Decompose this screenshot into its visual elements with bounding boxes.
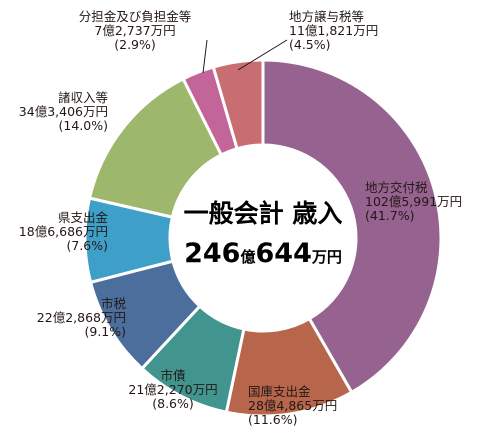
slice-label-地方譲与税等: 地方譲与税等 11億1,821万円(4.5%)	[289, 9, 378, 52]
slice-name: 地方譲与税等	[289, 9, 364, 24]
slice-name: 分担金及び負担金等	[79, 9, 192, 24]
slice-name: 地方交付税	[365, 180, 428, 195]
slice-labels: 地方交付税 102億5,991万円(41.7%)国庫支出金 28億4,865万円(1…	[19, 9, 462, 427]
total-oku-value: 246	[184, 238, 240, 269]
slice-label-市債: 市債 21億2,270万円(8.6%)	[128, 368, 217, 411]
slice-amount: 11億1,821万円	[289, 23, 378, 38]
slice-percent: (7.6%)	[66, 238, 108, 253]
slice-percent: (4.5%)	[289, 37, 331, 52]
slice-name: 市税	[101, 296, 127, 311]
leader-line-分担金及び負担金等	[202, 39, 208, 74]
total-man-unit: 万円	[311, 248, 342, 266]
slice-label-国庫支出金: 国庫支出金 28億4,865万円(11.6%)	[248, 384, 337, 427]
slice-name: 諸収入等	[58, 90, 108, 105]
leader-lines	[202, 39, 288, 74]
leader-line-地方譲与税等	[237, 39, 288, 71]
slice-label-市税: 市税 22億2,868万円(9.1%)	[37, 296, 127, 339]
slice-amount: 102億5,991万円	[365, 194, 462, 209]
total-oku-unit: 億	[240, 248, 255, 266]
slice-percent: (2.9%)	[114, 37, 156, 52]
slice-amount: 22億2,868万円	[37, 310, 126, 325]
slice-amount: 34億3,406万円	[19, 104, 108, 119]
slice-地方譲与税等	[211, 58, 265, 151]
slice-name: 国庫支出金	[248, 384, 311, 399]
slice-地方交付税	[261, 58, 443, 395]
slice-percent: (14.0%)	[59, 118, 108, 133]
slice-label-地方交付税: 地方交付税 102億5,991万円(41.7%)	[365, 180, 462, 223]
slice-label-県支出金: 県支出金 18億6,686万円(7.6%)	[19, 210, 109, 253]
donut-slices	[83, 58, 443, 418]
total-man-value: 644	[256, 238, 312, 269]
slice-percent: (8.6%)	[152, 396, 194, 411]
slice-label-分担金及び負担金等: 分担金及び負担金等 7億2,737万円(2.9%)	[79, 9, 192, 52]
slice-label-諸収入等: 諸収入等 34億3,406万円(14.0%)	[19, 90, 108, 133]
slice-percent: (9.1%)	[84, 324, 126, 339]
slice-amount: 28億4,865万円	[248, 398, 337, 413]
total-amount: 246億644万円	[184, 238, 342, 269]
slice-name: 県支出金	[58, 210, 109, 225]
chart-title: 一般会計 歳入	[184, 199, 343, 228]
slice-amount: 21億2,270万円	[128, 382, 217, 397]
slice-percent: (11.6%)	[248, 412, 297, 427]
slice-amount: 18億6,686万円	[19, 224, 108, 239]
slice-amount: 7億2,737万円	[94, 23, 175, 38]
slice-percent: (41.7%)	[365, 208, 414, 223]
slice-name: 市債	[160, 368, 185, 383]
